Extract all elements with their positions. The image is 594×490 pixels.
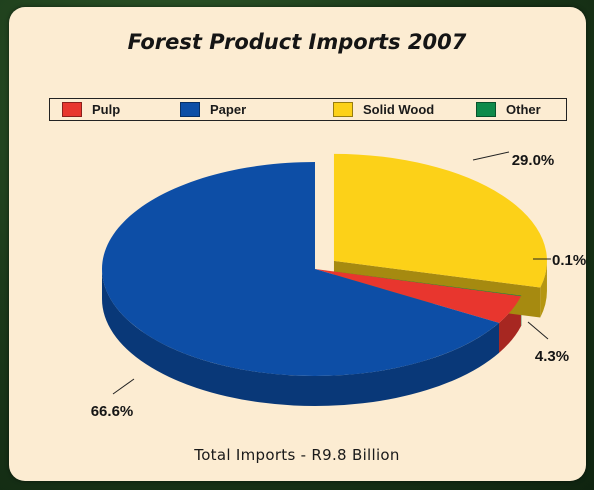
legend-item-paper: Paper bbox=[180, 101, 246, 118]
chart-title: Forest Product Imports 2007 bbox=[127, 30, 467, 54]
data-label-pulp: 4.3% bbox=[535, 348, 569, 365]
legend-item-pulp: Pulp bbox=[62, 101, 120, 118]
legend-swatch-pulp bbox=[62, 102, 82, 117]
legend-swatch-other bbox=[476, 102, 496, 117]
legend-label-other: Other bbox=[506, 102, 541, 117]
slice-wall-solid-wood bbox=[540, 260, 547, 318]
data-label-paper: 66.6% bbox=[91, 403, 134, 420]
pie-slice-paper bbox=[101, 162, 500, 376]
total-imports-note: Total Imports - R9.8 Billion bbox=[194, 446, 400, 464]
pie-slice-other bbox=[315, 269, 522, 297]
pie-slice-pulp bbox=[315, 269, 521, 323]
slice-wall-paper bbox=[102, 269, 500, 406]
legend-item-solid-wood: Solid Wood bbox=[333, 101, 434, 118]
legend-item-other: Other bbox=[476, 101, 541, 118]
legend-label-pulp: Pulp bbox=[92, 102, 121, 117]
leader-line-paper bbox=[112, 378, 135, 395]
data-label-other: 0.1% bbox=[552, 252, 586, 269]
legend-label-solid-wood: Solid Wood bbox=[363, 102, 435, 117]
legend-label-paper: Paper bbox=[210, 102, 247, 117]
legend: Pulp Paper Solid Wood Other bbox=[49, 98, 567, 121]
legend-swatch-paper bbox=[180, 102, 200, 117]
leader-line-pulp bbox=[527, 321, 549, 340]
pie-slice-solid-wood bbox=[333, 153, 547, 288]
leader-line-solid-wood bbox=[472, 151, 510, 161]
data-label-solid-wood: 29.0% bbox=[512, 152, 555, 169]
legend-swatch-solid-wood bbox=[333, 102, 353, 117]
